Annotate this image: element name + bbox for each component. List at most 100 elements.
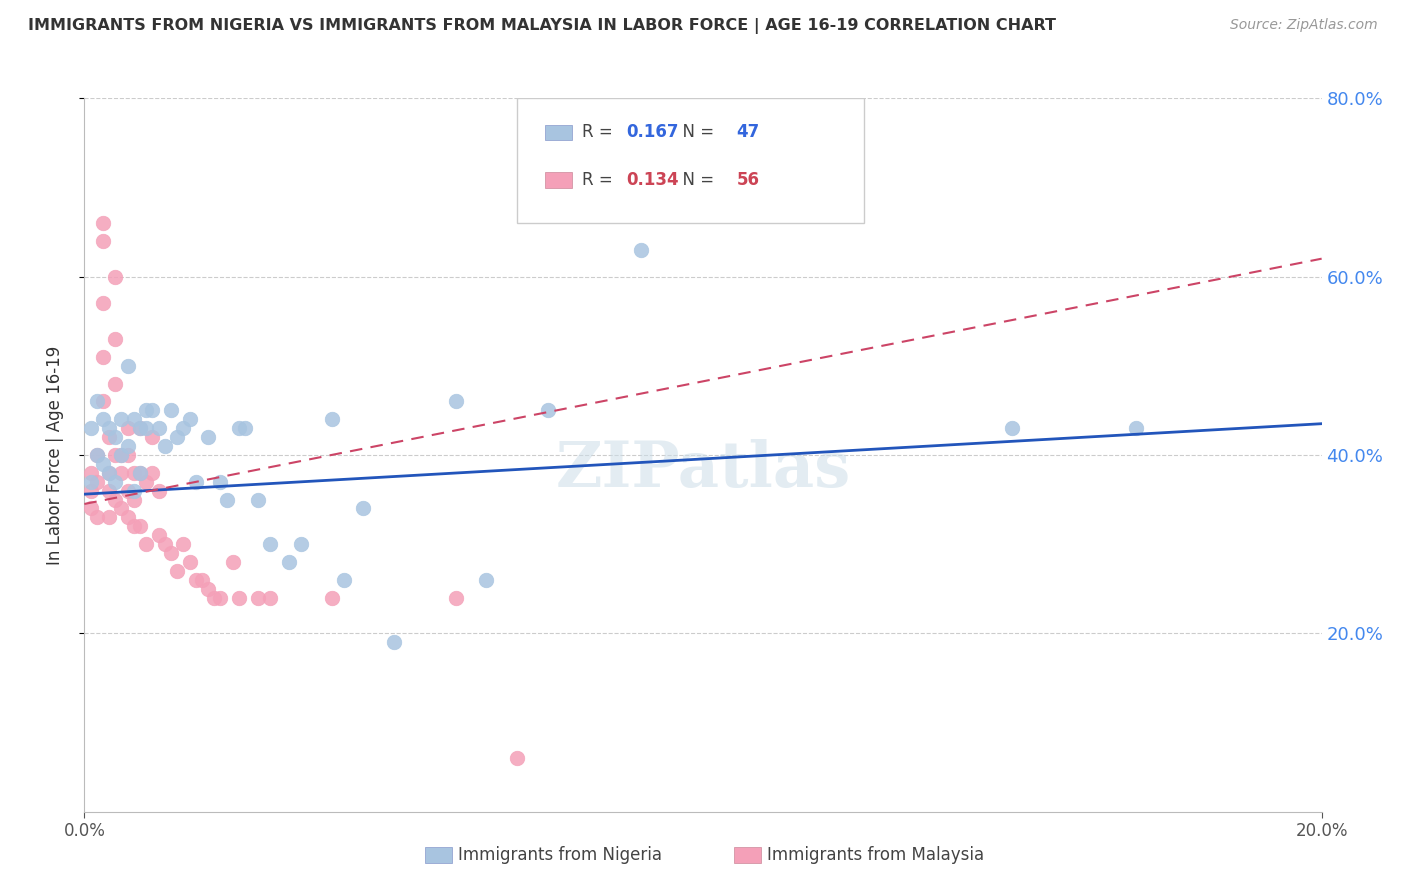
Point xyxy=(215,492,238,507)
Point xyxy=(444,394,467,409)
Point xyxy=(184,475,207,489)
Text: Source: ZipAtlas.com: Source: ZipAtlas.com xyxy=(1230,18,1378,32)
Point xyxy=(166,430,188,444)
Point xyxy=(129,466,152,480)
Text: ZIPatlas: ZIPatlas xyxy=(555,439,851,500)
Point xyxy=(141,466,163,480)
Point xyxy=(172,537,194,551)
Point xyxy=(184,573,207,587)
Point xyxy=(79,475,101,489)
Point xyxy=(110,412,132,426)
Point xyxy=(135,421,157,435)
Point xyxy=(1125,421,1147,435)
Point xyxy=(179,555,201,569)
Point xyxy=(98,466,121,480)
Point xyxy=(122,519,145,533)
Point xyxy=(321,412,343,426)
Point xyxy=(86,448,108,462)
Point xyxy=(153,537,176,551)
Point xyxy=(122,492,145,507)
Point xyxy=(86,475,108,489)
Point xyxy=(202,591,225,605)
Point xyxy=(104,448,127,462)
Point xyxy=(228,591,250,605)
Point xyxy=(117,359,139,373)
Point xyxy=(79,483,101,498)
Point xyxy=(98,421,121,435)
Point xyxy=(129,421,152,435)
Text: N =: N = xyxy=(672,123,720,141)
Point xyxy=(444,591,467,605)
Point xyxy=(91,216,114,230)
Point xyxy=(110,466,132,480)
Point xyxy=(86,510,108,524)
Point xyxy=(141,430,163,444)
Point xyxy=(104,376,127,391)
Point xyxy=(91,296,114,310)
Text: R =: R = xyxy=(582,123,617,141)
Point xyxy=(160,403,183,417)
Point xyxy=(506,751,529,765)
FancyBboxPatch shape xyxy=(734,847,761,863)
Point xyxy=(290,537,312,551)
Text: 0.134: 0.134 xyxy=(626,171,679,189)
Point xyxy=(104,430,127,444)
Point xyxy=(104,332,127,346)
Point xyxy=(91,350,114,364)
Point xyxy=(197,430,219,444)
Point xyxy=(117,448,139,462)
Point xyxy=(228,421,250,435)
Point xyxy=(110,501,132,516)
Text: R =: R = xyxy=(582,171,617,189)
Point xyxy=(98,510,121,524)
Point xyxy=(233,421,256,435)
Text: Immigrants from Nigeria: Immigrants from Nigeria xyxy=(458,846,662,863)
Point xyxy=(79,501,101,516)
Point xyxy=(129,466,152,480)
Point xyxy=(117,510,139,524)
Point xyxy=(352,501,374,516)
Point xyxy=(222,555,245,569)
Point xyxy=(537,403,560,417)
Point xyxy=(148,421,170,435)
Point xyxy=(166,564,188,578)
Point xyxy=(191,573,214,587)
Point xyxy=(98,430,121,444)
Point xyxy=(172,421,194,435)
Point xyxy=(79,421,101,435)
Text: Immigrants from Malaysia: Immigrants from Malaysia xyxy=(768,846,984,863)
Text: 56: 56 xyxy=(737,171,759,189)
Point xyxy=(98,483,121,498)
Point xyxy=(246,591,269,605)
Point xyxy=(630,243,652,257)
Point xyxy=(129,519,152,533)
FancyBboxPatch shape xyxy=(517,98,863,223)
Point xyxy=(246,492,269,507)
Point xyxy=(209,591,232,605)
Text: 47: 47 xyxy=(737,123,759,141)
Text: IMMIGRANTS FROM NIGERIA VS IMMIGRANTS FROM MALAYSIA IN LABOR FORCE | AGE 16-19 C: IMMIGRANTS FROM NIGERIA VS IMMIGRANTS FR… xyxy=(28,18,1056,34)
Point xyxy=(160,546,183,560)
Point xyxy=(117,439,139,453)
Point xyxy=(117,483,139,498)
Point xyxy=(382,635,405,649)
Point xyxy=(122,466,145,480)
Point xyxy=(179,412,201,426)
Point xyxy=(122,412,145,426)
Text: 0.167: 0.167 xyxy=(626,123,679,141)
Point xyxy=(86,448,108,462)
Point xyxy=(79,466,101,480)
Point xyxy=(1001,421,1024,435)
Point xyxy=(122,483,145,498)
Point xyxy=(117,421,139,435)
FancyBboxPatch shape xyxy=(425,847,451,863)
Point xyxy=(98,466,121,480)
FancyBboxPatch shape xyxy=(544,125,572,140)
Point xyxy=(277,555,299,569)
Point xyxy=(148,528,170,542)
Text: N =: N = xyxy=(672,171,720,189)
Point xyxy=(259,537,281,551)
Point xyxy=(91,234,114,248)
Y-axis label: In Labor Force | Age 16-19: In Labor Force | Age 16-19 xyxy=(45,345,63,565)
Point xyxy=(110,448,132,462)
